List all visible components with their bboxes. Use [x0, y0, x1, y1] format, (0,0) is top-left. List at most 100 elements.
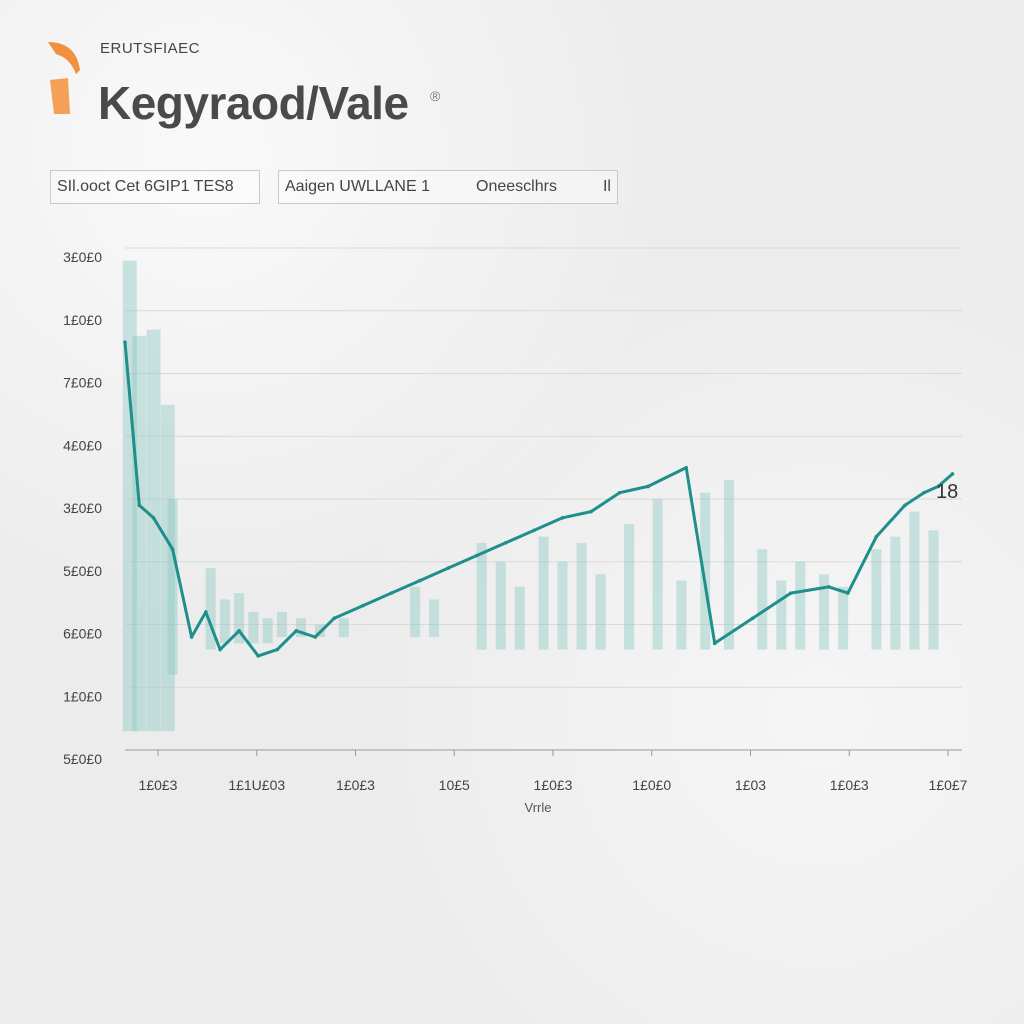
x-tick-label: 1£1U£03 — [228, 777, 285, 793]
data-point — [360, 603, 365, 608]
bar — [276, 611, 287, 638]
y-tick-label: 1£0£0 — [63, 688, 102, 704]
data-point — [950, 472, 955, 476]
grid-lines — [125, 247, 962, 751]
bar — [909, 511, 920, 650]
bar — [234, 593, 245, 644]
bar — [495, 561, 506, 650]
x-tick-label: 1£0£0 — [632, 777, 671, 793]
y-tick-label: 3£0£0 — [63, 249, 102, 265]
bar — [248, 611, 259, 644]
data-point — [137, 503, 142, 508]
bar — [757, 549, 768, 650]
filter-right-label-b: Oneesclhrs — [476, 178, 557, 195]
data-point — [237, 628, 241, 633]
data-point — [418, 578, 422, 583]
x-tick-label: 10£5 — [439, 777, 470, 793]
bar — [838, 586, 849, 650]
x-axis-label: Vrrle — [525, 800, 552, 815]
y-tick-label: 5£0£0 — [63, 751, 102, 767]
bar — [160, 404, 175, 732]
data-point — [788, 591, 793, 595]
bar — [146, 329, 161, 732]
data-point — [936, 484, 941, 489]
data-point — [313, 635, 318, 639]
bar — [928, 530, 939, 650]
x-tick-label: 1£03 — [735, 777, 766, 793]
bar — [476, 542, 487, 650]
data-point — [589, 509, 593, 514]
bar — [795, 561, 806, 650]
y-tick-label: 4£0£0 — [63, 437, 102, 453]
data-point — [874, 534, 879, 539]
bar-series — [122, 260, 939, 732]
data-point — [503, 541, 508, 545]
data-point — [218, 647, 222, 652]
bar — [890, 536, 901, 650]
y-tick-label: 1£0£0 — [63, 312, 102, 328]
data-point — [204, 610, 208, 614]
x-tick-label: 1£0£3 — [336, 777, 375, 793]
brand-logo-icon — [48, 42, 80, 114]
data-point — [123, 340, 127, 344]
data-point — [446, 566, 451, 570]
bar — [262, 618, 273, 644]
bar — [652, 499, 663, 650]
bar — [167, 499, 178, 675]
data-point — [532, 528, 536, 533]
y-tick-label: 7£0£0 — [63, 375, 102, 391]
filter-left-label: SIl.ooct Cet 6GIP1 TES8 — [57, 178, 234, 195]
bar — [338, 618, 349, 638]
bar — [429, 599, 440, 638]
bar — [871, 549, 882, 650]
bar — [776, 580, 787, 650]
data-point — [846, 591, 850, 595]
data-point — [151, 516, 156, 520]
filter-dropdown-left[interactable]: SIl.ooct Cet 6GIP1 TES8 — [50, 170, 260, 204]
bar — [410, 586, 421, 638]
bar — [576, 542, 587, 650]
bar — [219, 599, 230, 644]
y-tick-label: 6£0£0 — [63, 626, 102, 642]
filter-dropdown-right[interactable]: Aaigen UWLLANE 1 Oneesclhrs Il — [278, 170, 618, 204]
bar — [557, 561, 568, 650]
filter-right-label-c: Il — [602, 178, 611, 195]
y-tick-label: 5£0£0 — [63, 563, 102, 579]
x-tick-label: 1£0£7 — [929, 777, 968, 793]
data-point — [294, 628, 299, 633]
header-kicker: ERUTSFIAEC — [100, 40, 201, 57]
data-point — [903, 503, 907, 508]
data-point — [332, 616, 337, 621]
data-point — [750, 616, 755, 621]
bar — [295, 618, 306, 638]
data-point — [560, 516, 565, 520]
bar — [122, 260, 137, 732]
title-mark: ® — [430, 88, 441, 104]
data-point — [646, 484, 650, 489]
bar — [723, 480, 734, 650]
data-point — [389, 591, 394, 595]
x-tick-label: 1£0£3 — [139, 777, 178, 793]
x-tick-label: 1£0£3 — [830, 777, 869, 793]
data-point — [922, 490, 926, 495]
page-title: Kegyraod/Vale — [98, 77, 409, 129]
x-axis-ticks: 1£0£3 1£1U£03 1£0£3 10£5 1£0£3 1£0£0 1£03 1£0£3… — [139, 750, 968, 793]
bar — [514, 586, 525, 650]
data-point — [712, 641, 717, 646]
data-point — [475, 553, 479, 558]
bar — [700, 492, 711, 650]
data-point — [189, 635, 194, 639]
data-point — [256, 654, 260, 658]
bar — [595, 574, 606, 650]
y-tick-label: 3£0£0 — [63, 500, 102, 516]
data-point — [827, 585, 831, 589]
data-point — [617, 490, 622, 495]
bar — [538, 536, 549, 650]
bar — [132, 335, 147, 732]
data-point — [684, 465, 688, 470]
filter-right-label-a: Aaigen UWLLANE 1 — [285, 178, 430, 195]
line-series — [123, 340, 955, 658]
y-axis-ticks: 3£0£0 1£0£0 7£0£0 4£0£0 3£0£0 5£0£0 6£0£0 1£0£0… — [63, 249, 102, 767]
series-end-label: 18 — [936, 481, 958, 503]
